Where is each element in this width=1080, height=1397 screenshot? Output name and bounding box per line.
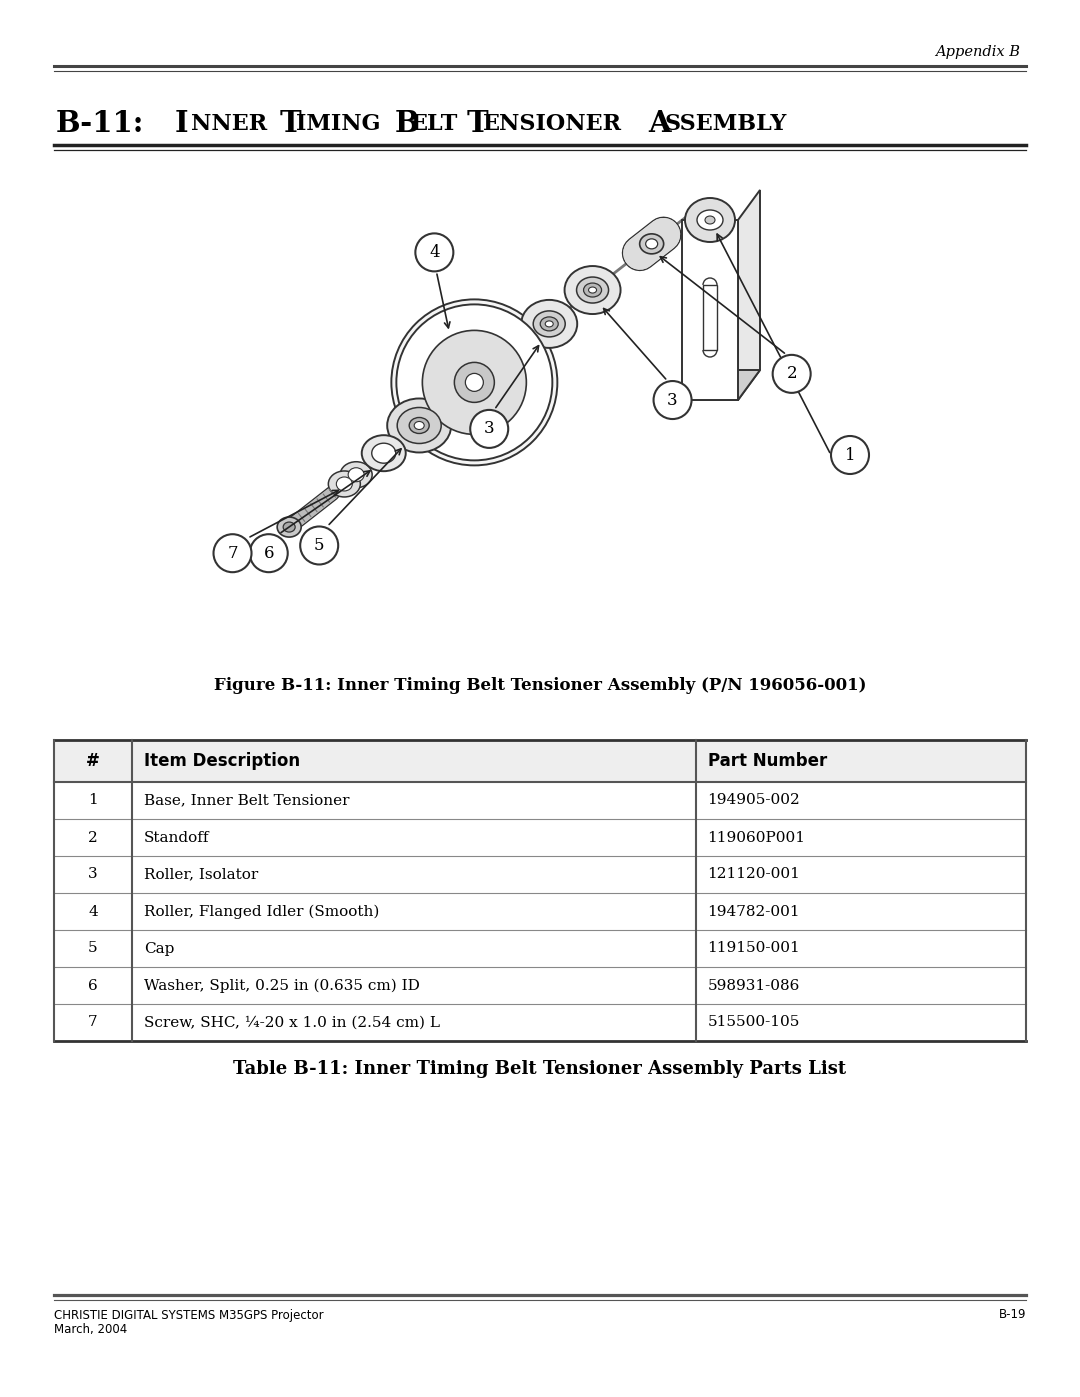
Ellipse shape — [283, 522, 295, 532]
Text: 5: 5 — [314, 536, 324, 555]
Text: B-19: B-19 — [999, 1309, 1026, 1322]
Text: Base, Inner Belt Tensioner: Base, Inner Belt Tensioner — [144, 793, 349, 807]
Circle shape — [422, 330, 526, 434]
Text: IMING: IMING — [296, 113, 380, 136]
Text: 194905-002: 194905-002 — [707, 793, 800, 807]
Circle shape — [653, 381, 691, 419]
Text: Item Description: Item Description — [144, 752, 300, 770]
Text: I: I — [175, 109, 189, 138]
Text: Appendix B: Appendix B — [935, 45, 1020, 59]
Text: B: B — [395, 109, 420, 138]
Text: 3: 3 — [89, 868, 97, 882]
Text: Figure B-11: Inner Timing Belt Tensioner Assembly (P/N 196056-001): Figure B-11: Inner Timing Belt Tensioner… — [214, 676, 866, 693]
Ellipse shape — [540, 317, 558, 331]
Text: 2: 2 — [87, 830, 98, 845]
Polygon shape — [738, 190, 760, 400]
Ellipse shape — [577, 277, 608, 303]
Text: Part Number: Part Number — [707, 752, 827, 770]
Text: 7: 7 — [89, 1016, 97, 1030]
Ellipse shape — [545, 321, 553, 327]
Text: 121120-001: 121120-001 — [707, 868, 800, 882]
Ellipse shape — [534, 312, 565, 337]
Text: 119150-001: 119150-001 — [707, 942, 800, 956]
Text: 7: 7 — [227, 545, 238, 562]
Circle shape — [772, 355, 811, 393]
Ellipse shape — [340, 462, 373, 488]
Circle shape — [249, 534, 287, 573]
Text: Table B-11: Inner Timing Belt Tensioner Assembly Parts List: Table B-11: Inner Timing Belt Tensioner … — [233, 1060, 847, 1078]
Text: SSEMBLY: SSEMBLY — [664, 113, 786, 136]
Text: 5: 5 — [89, 942, 97, 956]
Circle shape — [214, 534, 252, 573]
Text: T: T — [280, 109, 301, 138]
Ellipse shape — [646, 239, 658, 249]
Ellipse shape — [583, 284, 602, 298]
Circle shape — [470, 409, 509, 448]
Circle shape — [831, 436, 869, 474]
Text: A: A — [648, 109, 671, 138]
Text: Roller, Isolator: Roller, Isolator — [144, 868, 258, 882]
Ellipse shape — [328, 471, 361, 497]
Circle shape — [391, 299, 557, 465]
Bar — [54, 740, 1026, 782]
Text: 3: 3 — [484, 420, 495, 437]
Text: Standoff: Standoff — [144, 830, 210, 845]
Ellipse shape — [388, 398, 451, 453]
Text: B-11:: B-11: — [56, 109, 145, 138]
Text: Roller, Flanged Idler (Smooth): Roller, Flanged Idler (Smooth) — [144, 904, 379, 919]
Text: ELT: ELT — [411, 113, 458, 136]
Ellipse shape — [362, 436, 406, 471]
Polygon shape — [681, 370, 760, 400]
Text: 515500-105: 515500-105 — [707, 1016, 800, 1030]
Text: Screw, SHC, ¼-20 x 1.0 in (2.54 cm) L: Screw, SHC, ¼-20 x 1.0 in (2.54 cm) L — [144, 1016, 440, 1030]
Ellipse shape — [409, 418, 429, 433]
Ellipse shape — [697, 210, 723, 231]
Ellipse shape — [565, 265, 621, 314]
Text: 119060P001: 119060P001 — [707, 830, 806, 845]
Text: 4: 4 — [87, 904, 98, 918]
Circle shape — [300, 527, 338, 564]
Text: 6: 6 — [264, 545, 274, 562]
Polygon shape — [681, 219, 738, 400]
Circle shape — [396, 305, 552, 461]
Ellipse shape — [589, 286, 596, 293]
Text: CHRISTIE DIGITAL SYSTEMS M35GPS Projector: CHRISTIE DIGITAL SYSTEMS M35GPS Projecto… — [54, 1309, 324, 1322]
Text: 598931-086: 598931-086 — [707, 978, 800, 992]
Text: NNER: NNER — [191, 113, 267, 136]
Text: ENSIONER: ENSIONER — [483, 113, 622, 136]
Ellipse shape — [397, 408, 442, 443]
Text: 1: 1 — [87, 793, 98, 807]
Text: Washer, Split, 0.25 in (0.635 cm) ID: Washer, Split, 0.25 in (0.635 cm) ID — [144, 978, 420, 993]
Circle shape — [416, 233, 454, 271]
Text: T: T — [467, 109, 488, 138]
Bar — [703, 285, 717, 351]
Circle shape — [455, 362, 495, 402]
Ellipse shape — [278, 517, 301, 536]
Text: 3: 3 — [667, 391, 678, 408]
Ellipse shape — [705, 217, 715, 224]
Text: March, 2004: March, 2004 — [54, 1323, 127, 1337]
Ellipse shape — [685, 198, 735, 242]
Ellipse shape — [348, 468, 364, 482]
Text: #: # — [86, 752, 99, 770]
Text: 2: 2 — [786, 366, 797, 383]
Text: 1: 1 — [845, 447, 855, 464]
Text: 4: 4 — [429, 244, 440, 261]
Ellipse shape — [522, 300, 577, 348]
Ellipse shape — [336, 476, 352, 490]
Ellipse shape — [372, 443, 395, 464]
Text: Cap: Cap — [144, 942, 174, 956]
Circle shape — [465, 373, 484, 391]
Text: 6: 6 — [87, 978, 98, 992]
Ellipse shape — [639, 233, 663, 254]
Ellipse shape — [415, 422, 424, 429]
Text: 194782-001: 194782-001 — [707, 904, 800, 918]
